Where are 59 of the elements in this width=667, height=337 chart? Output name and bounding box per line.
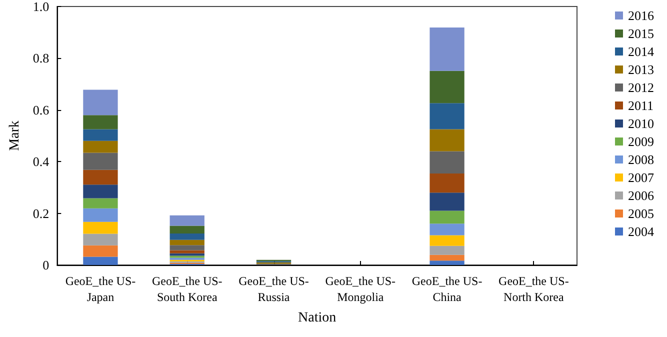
bar	[430, 151, 464, 174]
bar	[430, 235, 464, 246]
x-tick-label: GeoE_the US- Mongolia	[325, 274, 396, 304]
legend-label: 2013	[628, 62, 654, 77]
y-tick-label: 0.8	[32, 50, 50, 66]
y-tick-label: 1.0	[32, 0, 50, 14]
bar	[430, 27, 464, 71]
x-tick-label: GeoE_the US- Japan	[65, 274, 136, 304]
x-tick-label: GeoE_the US- South Korea	[152, 274, 222, 304]
bar	[83, 115, 118, 130]
bar	[83, 140, 118, 153]
x-tick-label: GeoE_the US- North Korea	[498, 274, 569, 304]
bar	[170, 240, 204, 246]
bar	[83, 222, 118, 234]
legend-label: 2004	[628, 224, 654, 239]
bar	[430, 173, 464, 193]
x-tick-label: GeoE_the US- Russia	[238, 274, 309, 304]
bar	[430, 210, 464, 224]
bar	[83, 208, 118, 222]
legend-label: 2006	[628, 188, 654, 203]
legend-label: 2014	[628, 44, 654, 59]
y-tick-label: 0.2	[32, 206, 50, 221]
bar	[83, 170, 118, 185]
legend-label: 2009	[628, 134, 654, 149]
bar	[430, 192, 464, 211]
bar	[430, 224, 464, 236]
bar	[83, 152, 118, 170]
bar	[430, 260, 464, 265]
bar	[83, 256, 118, 265]
bar	[170, 215, 204, 226]
legend-label: 2015	[628, 26, 654, 41]
y-axis-title: Mark	[8, 120, 22, 151]
bar	[83, 184, 118, 198]
legend-label: 2005	[628, 206, 654, 221]
legend-label: 2011	[628, 98, 654, 113]
bar	[83, 245, 118, 257]
bar	[430, 103, 464, 130]
bar	[83, 129, 118, 141]
bar	[170, 226, 204, 234]
bar	[430, 129, 464, 152]
x-tick-label: GeoE_the US- China	[412, 274, 482, 304]
legend-label: 2016	[628, 8, 654, 23]
legend-label: 2012	[628, 80, 654, 95]
bar	[83, 198, 118, 208]
y-tick-label: 0.4	[32, 154, 50, 170]
bar	[170, 250, 204, 254]
bar	[170, 245, 204, 250]
legend-label: 2008	[628, 152, 654, 167]
bar	[430, 254, 464, 261]
legend-label: 2010	[628, 116, 654, 131]
x-axis-title: Nation	[298, 310, 336, 326]
y-tick-label: 0	[42, 258, 50, 272]
bar	[83, 90, 118, 116]
bar	[83, 234, 118, 246]
bar	[430, 70, 464, 104]
bar	[170, 233, 204, 240]
bar	[430, 246, 464, 255]
y-tick-label: 0.6	[32, 102, 50, 118]
legend-label: 2007	[628, 170, 654, 185]
